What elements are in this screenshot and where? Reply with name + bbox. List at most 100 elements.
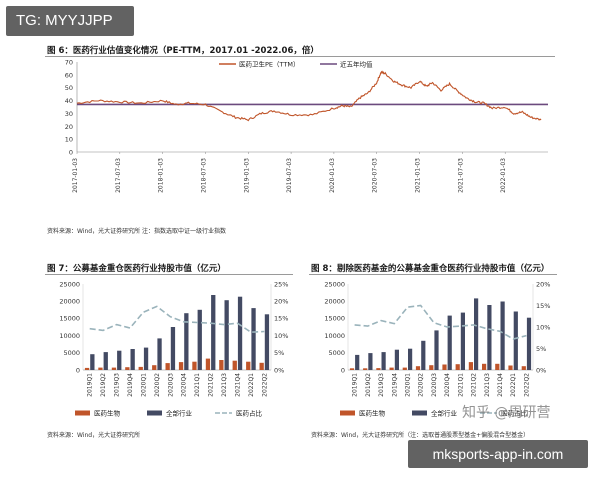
- fig6-legend-pe-label: 医药卫生PE（TTM）: [239, 60, 299, 69]
- overlay-watermark: 知乎 @周研营: [462, 405, 551, 421]
- fig7-x-tick-label: 2020Q4: [181, 373, 188, 397]
- fig7-legend-medicine-label: 医药生物: [94, 408, 121, 417]
- fig6-x-tick-label: 2017-01-03: [72, 158, 79, 193]
- fig8-bar-medicine: [376, 368, 381, 370]
- fig8-bar-all: [487, 305, 492, 370]
- fig8-bar-medicine: [521, 366, 526, 370]
- fig8-bar-medicine: [429, 365, 434, 370]
- fig8-x-tick-label: 2021Q4: [497, 373, 504, 397]
- fig7-bar-medicine: [178, 362, 184, 370]
- fig8-bar-medicine: [508, 365, 513, 370]
- fig6-x-tick-label: 2019-01-03: [243, 158, 250, 193]
- fig8-x-tick-label: 2021Q3: [484, 373, 491, 397]
- fig8-bar-medicine: [415, 366, 421, 370]
- fig6-legend-mean-label: 近五年均值: [340, 60, 373, 69]
- fig7-source: 资料来源：Wind，光大证券研究所: [47, 432, 141, 439]
- fig7-bar-all: [184, 313, 189, 370]
- fig8-x-tick-label: 2020Q3: [431, 373, 438, 397]
- fig7-bar-all: [197, 309, 202, 370]
- fig6-y-tick-label: 0: [69, 149, 73, 157]
- fig8-x-tick-label: 2022Q2: [523, 373, 530, 397]
- fig8-bar-medicine: [455, 364, 460, 370]
- fig8-y2-tick-label: 15%: [536, 302, 550, 310]
- fig8-x-tick-label: 2019Q1: [352, 373, 359, 397]
- fig7-bar-all: [90, 354, 95, 370]
- fig7-y-tick-label: 0: [76, 366, 80, 374]
- fig7-bar-all: [224, 300, 229, 370]
- fig7-x-tick-label: 2020Q3: [167, 373, 174, 397]
- fig8-bar-all: [447, 315, 452, 370]
- fig8-bar-medicine: [402, 367, 407, 370]
- fig7-y-tick-label: 20000: [59, 298, 80, 306]
- fig8-bar-all: [474, 298, 479, 370]
- fig7-y-tick-label: 10000: [59, 332, 80, 340]
- fig7-bar-medicine: [138, 366, 143, 370]
- fig7-y2-tick-label: 15%: [274, 315, 288, 323]
- fig8-y2-tick-label: 10%: [536, 323, 550, 331]
- fig8-y-tick-label: 25000: [324, 280, 345, 288]
- fig8-title-rule: [309, 274, 557, 275]
- fig6-source: 资料来源：Wind，光大证券研究所 注：指数选取中证一级行业指数: [47, 228, 226, 235]
- fig7-x-tick-label: 2019Q3: [114, 373, 121, 397]
- fig8-y-tick-label: 20000: [324, 298, 345, 306]
- fig6-x-tick-label: 2020-07-03: [372, 158, 379, 193]
- bottom-watermark: mksports-app-in.com: [408, 440, 588, 468]
- fig8-bar-all: [355, 354, 360, 370]
- fig7-y-tick-label: 5000: [63, 349, 80, 357]
- fig7-x-tick-label: 2019Q2: [100, 373, 107, 397]
- fig7-x-tick-label: 2021Q2: [208, 373, 215, 397]
- fig8-bar-medicine: [495, 363, 500, 370]
- fig7-bar-all: [170, 327, 176, 370]
- fig7-bar-medicine: [111, 367, 117, 370]
- fig8-bar-medicine: [363, 368, 368, 370]
- fig6-x-tick-label: 2018-07-03: [200, 158, 207, 193]
- fig7-y-tick-label: 25000: [59, 280, 80, 288]
- fig6-y-tick-label: 50: [65, 84, 73, 92]
- fig7-title-rule: [45, 274, 293, 275]
- fig7-bar-all: [211, 295, 216, 370]
- fig6-pe-series-line: [76, 70, 542, 122]
- top-watermark: TG: MYYJJPP: [6, 6, 134, 36]
- fig8-bar-all: [408, 348, 413, 370]
- fig7-bar-medicine: [259, 362, 264, 370]
- fig7-bar-medicine: [152, 365, 157, 370]
- fig8-bar-medicine: [442, 364, 447, 370]
- fig8-x-tick-label: 2019Q4: [391, 373, 398, 397]
- fig7-legend-ratio-label: 医药占比: [236, 408, 263, 417]
- fig6-y-tick-label: 60: [65, 71, 73, 79]
- fig8-bar-all: [368, 353, 373, 370]
- fig8-x-tick-label: 2020Q4: [444, 373, 451, 397]
- fig7-bar-all: [157, 338, 162, 370]
- fig8-legend-ratio-label: 医药占比: [501, 408, 528, 417]
- fig6-x-tick-label: 2019-07-03: [286, 158, 293, 193]
- fig7-ratio-line: [89, 305, 265, 334]
- fig8-y-tick-label: 0: [341, 366, 345, 374]
- fig8-title: 图 8：剔除医药基金的公募基金重仓医药行业持股市值（亿元）: [311, 264, 550, 274]
- fig7-x-tick-label: 2020Q1: [140, 373, 147, 397]
- fig7-title: 图 7：公募基金重仓医药行业持股市值（亿元）: [47, 264, 226, 274]
- fig7-x-tick-label: 2022Q2: [261, 373, 268, 397]
- fig7-bar-medicine: [125, 367, 130, 370]
- fig7-bar-medicine: [165, 363, 170, 370]
- fig7-x-tick-label: 2021Q4: [234, 373, 241, 397]
- fig8-x-tick-label: 2019Q3: [378, 373, 385, 397]
- fig8-y-tick-label: 10000: [324, 332, 345, 340]
- fig8-legend-all-swatch: [412, 410, 427, 416]
- fig8-y2-tick-label: 0%: [536, 366, 546, 374]
- fig7-y2-tick-label: 10%: [274, 332, 288, 340]
- fig7-x-tick-label: 2019Q1: [87, 373, 94, 397]
- fig8-x-tick-label: 2021Q1: [457, 373, 464, 397]
- fig7-bar-all: [143, 347, 149, 370]
- fig6-title: 图 6：医药行业估值变化情况（PE-TTM，2017.01 -2022.06，倍…: [47, 46, 319, 56]
- fig7-x-tick-label: 2019Q4: [127, 373, 134, 397]
- fig8-bar-all: [526, 317, 532, 370]
- fig6-x-tick-label: 2021-07-03: [457, 158, 464, 193]
- fig8-bar-all: [500, 301, 505, 370]
- fig6-x-tick-label: 2018-01-03: [158, 158, 165, 193]
- fig7-bar-all: [237, 296, 243, 370]
- fig7-bar-all: [103, 352, 108, 370]
- fig6-y-tick-label: 20: [65, 123, 73, 131]
- fig8-y-tick-label: 15000: [324, 315, 345, 323]
